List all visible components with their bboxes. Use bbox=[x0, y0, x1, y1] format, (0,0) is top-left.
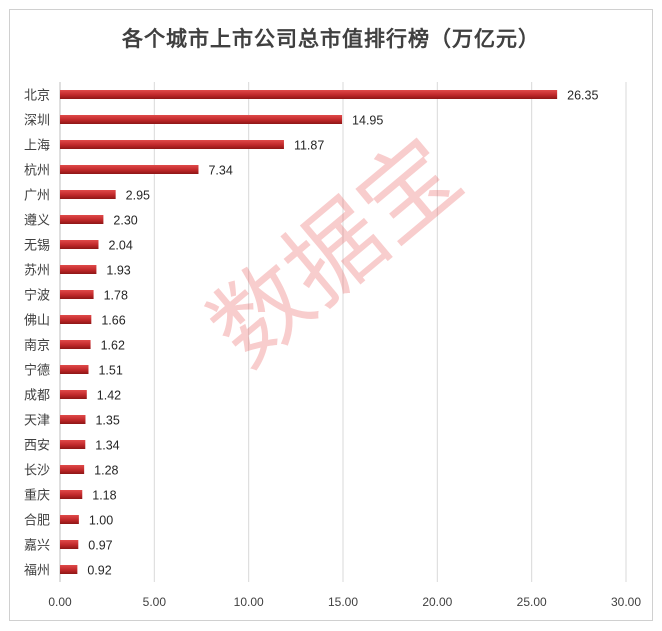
data-label: 2.30 bbox=[113, 214, 137, 228]
bars bbox=[60, 90, 558, 574]
data-label: 1.28 bbox=[94, 464, 118, 478]
data-label: 26.35 bbox=[567, 89, 598, 103]
bar bbox=[60, 115, 343, 124]
bar bbox=[60, 565, 78, 574]
bar bbox=[60, 440, 86, 449]
bar bbox=[60, 215, 104, 224]
y-tick-label: 宁德 bbox=[24, 363, 50, 379]
y-tick-label: 杭州 bbox=[24, 164, 50, 179]
bar bbox=[60, 140, 284, 149]
bar bbox=[60, 90, 558, 99]
y-tick-label: 福州 bbox=[24, 564, 50, 579]
x-tick-label: 30.00 bbox=[611, 595, 641, 609]
y-tick-label: 长沙 bbox=[24, 464, 50, 479]
y-tick-label: 嘉兴 bbox=[24, 539, 50, 554]
data-label: 2.95 bbox=[126, 189, 150, 203]
bar bbox=[60, 490, 83, 499]
bar bbox=[60, 390, 87, 399]
bar bbox=[60, 515, 79, 524]
x-tick-label: 20.00 bbox=[422, 595, 452, 609]
data-labels: 26.35 14.95 11.87 7.34 2.95 2.30 2.04 1.93 1.78 1… bbox=[87, 89, 598, 578]
bar bbox=[60, 540, 79, 549]
y-tick-label: 遵义 bbox=[24, 213, 50, 229]
y-tick-label: 南京 bbox=[24, 338, 50, 354]
y-tick-label: 广州 bbox=[24, 189, 50, 204]
chart-title: 各个城市上市公司总市值排行榜（万亿元） bbox=[122, 27, 540, 51]
bar bbox=[60, 465, 85, 474]
x-tick-label: 15.00 bbox=[328, 595, 358, 609]
data-label: 2.04 bbox=[108, 239, 132, 253]
bar bbox=[60, 415, 86, 424]
y-tick-label: 无锡 bbox=[24, 239, 50, 254]
bar bbox=[60, 190, 116, 199]
x-tick-label: 5.00 bbox=[143, 595, 167, 609]
x-axis-labels: 0.00 5.00 10.00 15.00 20.00 25.00 30.00 bbox=[48, 595, 641, 609]
y-tick-label: 佛山 bbox=[24, 314, 50, 329]
y-tick-label: 合肥 bbox=[24, 514, 50, 529]
x-tick-label: 0.00 bbox=[48, 595, 72, 609]
data-label: 1.78 bbox=[104, 289, 128, 303]
y-tick-label: 西安 bbox=[24, 439, 50, 454]
y-tick-label: 北京 bbox=[24, 89, 50, 104]
data-label: 1.66 bbox=[101, 314, 125, 328]
data-label: 1.42 bbox=[97, 389, 121, 403]
data-label: 1.62 bbox=[101, 339, 125, 353]
x-tick-label: 25.00 bbox=[517, 595, 547, 609]
data-label: 1.93 bbox=[106, 264, 130, 278]
y-tick-label: 苏州 bbox=[24, 263, 50, 279]
bar bbox=[60, 290, 94, 299]
data-label: 1.18 bbox=[92, 489, 116, 503]
data-label: 1.00 bbox=[89, 514, 113, 528]
bar bbox=[60, 240, 99, 249]
data-label: 11.87 bbox=[294, 139, 324, 153]
y-tick-label: 宁波 bbox=[24, 288, 50, 304]
x-tick-label: 10.00 bbox=[234, 595, 264, 609]
data-label: 7.34 bbox=[208, 164, 232, 178]
bar bbox=[60, 340, 91, 349]
y-tick-label: 天津 bbox=[24, 414, 50, 429]
y-tick-label: 重庆 bbox=[24, 488, 50, 504]
data-label: 14.95 bbox=[352, 114, 383, 128]
data-label: 0.97 bbox=[88, 539, 112, 553]
data-label: 1.34 bbox=[95, 439, 119, 453]
y-tick-label: 上海 bbox=[24, 139, 50, 154]
y-tick-label: 深圳 bbox=[24, 114, 50, 129]
chart-frame bbox=[9, 9, 653, 621]
data-label: 1.35 bbox=[95, 414, 119, 428]
bar bbox=[60, 165, 199, 174]
bar bbox=[60, 365, 89, 374]
bar bbox=[60, 315, 92, 324]
y-tick-label: 成都 bbox=[24, 389, 50, 404]
data-label: 0.92 bbox=[87, 564, 111, 578]
bar bbox=[60, 265, 97, 274]
data-label: 1.51 bbox=[98, 364, 122, 378]
